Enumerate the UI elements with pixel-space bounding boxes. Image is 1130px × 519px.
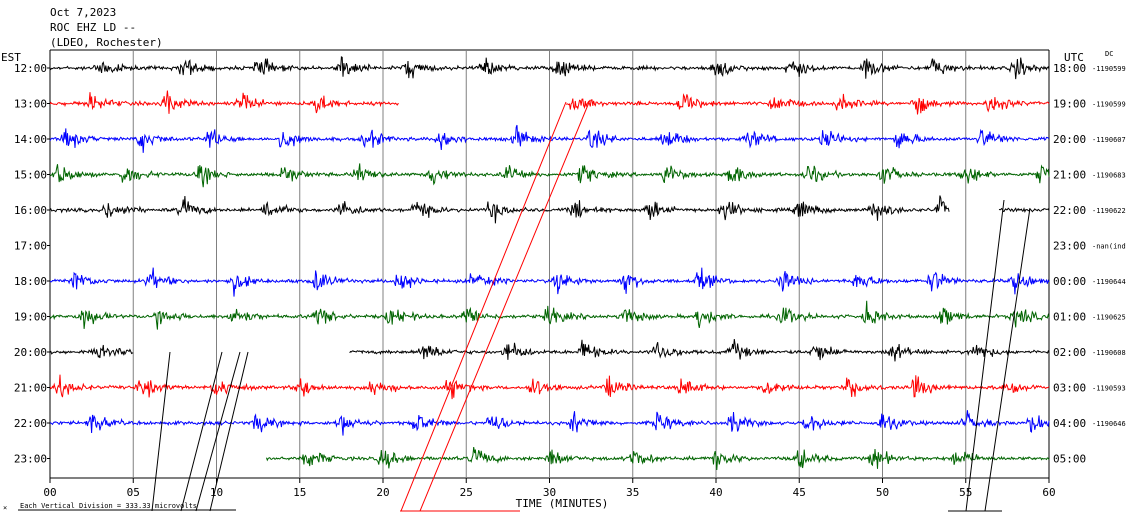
trace-overscale-line (984, 207, 1031, 512)
dc-offset-label: -1190593 (1092, 385, 1126, 393)
trace-line (49, 124, 1050, 153)
dc-offset-label: -1190644 (1092, 278, 1126, 286)
trace-overscale-line (209, 351, 249, 512)
header-network: (LDEO, Rochester) (50, 36, 163, 49)
trace-line (49, 410, 1050, 436)
est-hour-label: 13:00 (14, 98, 47, 111)
trace-line (349, 339, 1050, 362)
x-tick-label: 10 (210, 486, 223, 499)
utc-hour-label: 04:00 (1053, 417, 1086, 430)
trace-overscale-line (180, 351, 223, 512)
trace-overscale-line (419, 99, 591, 512)
scale-note: Each Vertical Division = 333.33 microvol… (20, 502, 197, 510)
trace-line (49, 90, 399, 114)
x-tick-label: 45 (793, 486, 806, 499)
right-timezone-label: UTC (1064, 51, 1084, 64)
est-hour-label: 16:00 (14, 204, 47, 217)
utc-hour-label: 03:00 (1053, 382, 1086, 395)
x-tick-label: 05 (127, 486, 140, 499)
utc-hour-label: 02:00 (1053, 346, 1086, 359)
utc-hour-label: 00:00 (1053, 275, 1086, 288)
x-axis-ticks: 00 05 10 15 20 25 30 35 40 45 50 55 60 (43, 478, 1056, 499)
trace-line (49, 195, 950, 224)
trace-line (49, 300, 1050, 330)
x-tick-label: 35 (626, 486, 639, 499)
trace-line (565, 93, 1050, 115)
est-hour-label: 21:00 (14, 382, 47, 395)
est-hour-label: 19:00 (14, 311, 47, 324)
x-tick-label: 25 (460, 486, 473, 499)
trace-line (49, 374, 1050, 400)
trace-line (266, 447, 1050, 471)
trace-line (998, 207, 1050, 214)
est-hour-label: 12:00 (14, 62, 47, 75)
left-timezone-label: EST (1, 51, 21, 64)
header-date: Oct 7,2023 (50, 6, 116, 19)
utc-hour-label: 23:00 (1053, 240, 1086, 253)
dc-offset-label: -1190607 (1092, 136, 1126, 144)
dc-offset-label: -1190646 (1092, 420, 1126, 428)
dc-label: DC (1105, 50, 1113, 58)
est-hour-label: 14:00 (14, 133, 47, 146)
x-tick-label: 50 (876, 486, 889, 499)
dc-offset-label: -1190625 (1092, 314, 1126, 322)
x-tick-label: 00 (43, 486, 56, 499)
est-hour-label: 20:00 (14, 346, 47, 359)
corner-mark: × (3, 504, 7, 512)
grid-lines (49, 49, 1050, 479)
utc-hour-label: 18:00 (1053, 62, 1086, 75)
trace-line (49, 56, 1050, 80)
utc-hour-label: 19:00 (1053, 98, 1086, 111)
utc-hour-label: 20:00 (1053, 133, 1086, 146)
trace-overscale-line (400, 101, 567, 512)
x-tick-label: 40 (709, 486, 722, 499)
utc-hour-label: 05:00 (1053, 453, 1086, 466)
trace-layer (49, 56, 1050, 512)
header-station: ROC EHZ LD -- (50, 21, 136, 34)
dc-offset-label: -1190608 (1092, 349, 1126, 357)
dc-offset-label: -nan(ind (1092, 243, 1126, 251)
row-labels: 12:00 18:00 -1190599 13:00 19:00 -1190599 14:0… (14, 62, 1126, 466)
est-hour-label: 17:00 (14, 240, 47, 253)
dc-offset-label: -1190622 (1092, 207, 1126, 215)
trace-overscale-line (151, 351, 171, 512)
dc-offset-label: -1190599 (1092, 101, 1126, 109)
trace-line (49, 163, 1050, 188)
trace-line (49, 344, 134, 359)
est-hour-label: 23:00 (14, 453, 47, 466)
trace-line (49, 267, 1050, 297)
utc-hour-label: 21:00 (1053, 169, 1086, 182)
dc-offset-label: -1190599 (1092, 65, 1126, 73)
est-hour-label: 22:00 (14, 417, 47, 430)
x-tick-label: 60 (1042, 486, 1055, 499)
trace-overscale-line (195, 351, 241, 512)
utc-hour-label: 22:00 (1053, 204, 1086, 217)
x-tick-label: 15 (293, 486, 306, 499)
x-tick-label: 30 (543, 486, 556, 499)
x-tick-label: 55 (959, 486, 972, 499)
dc-offset-label: -1190683 (1092, 172, 1126, 180)
x-axis-label: TIME (MINUTES) (516, 497, 609, 510)
est-hour-label: 15:00 (14, 169, 47, 182)
x-tick-label: 20 (376, 486, 389, 499)
est-hour-label: 18:00 (14, 275, 47, 288)
trace-overscale-line (965, 199, 1005, 512)
utc-hour-label: 01:00 (1053, 311, 1086, 324)
